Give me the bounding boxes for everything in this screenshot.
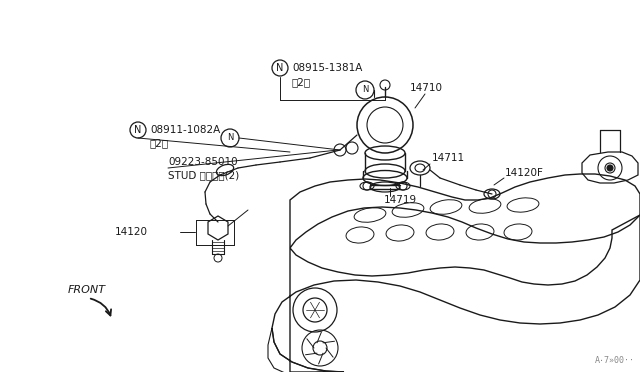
Text: （2）: （2） [292,77,311,87]
Text: A⋅7»00··: A⋅7»00·· [595,356,635,365]
Text: 14120F: 14120F [505,168,544,178]
Text: STUD スタッド(2): STUD スタッド(2) [168,170,239,180]
Text: N: N [134,125,141,135]
Text: N: N [227,134,233,142]
Text: （2）: （2） [150,138,169,148]
Circle shape [607,165,613,171]
Text: N: N [276,63,284,73]
Text: 09223-85010: 09223-85010 [168,157,237,167]
Text: 08915-1381A: 08915-1381A [292,63,362,73]
Text: N: N [362,86,368,94]
Text: FRONT: FRONT [68,285,106,295]
Text: 14710: 14710 [410,83,443,93]
Text: 08911-1082A: 08911-1082A [150,125,220,135]
Text: 14719: 14719 [384,195,417,205]
Text: 14711: 14711 [432,153,465,163]
Text: 14120: 14120 [115,227,148,237]
